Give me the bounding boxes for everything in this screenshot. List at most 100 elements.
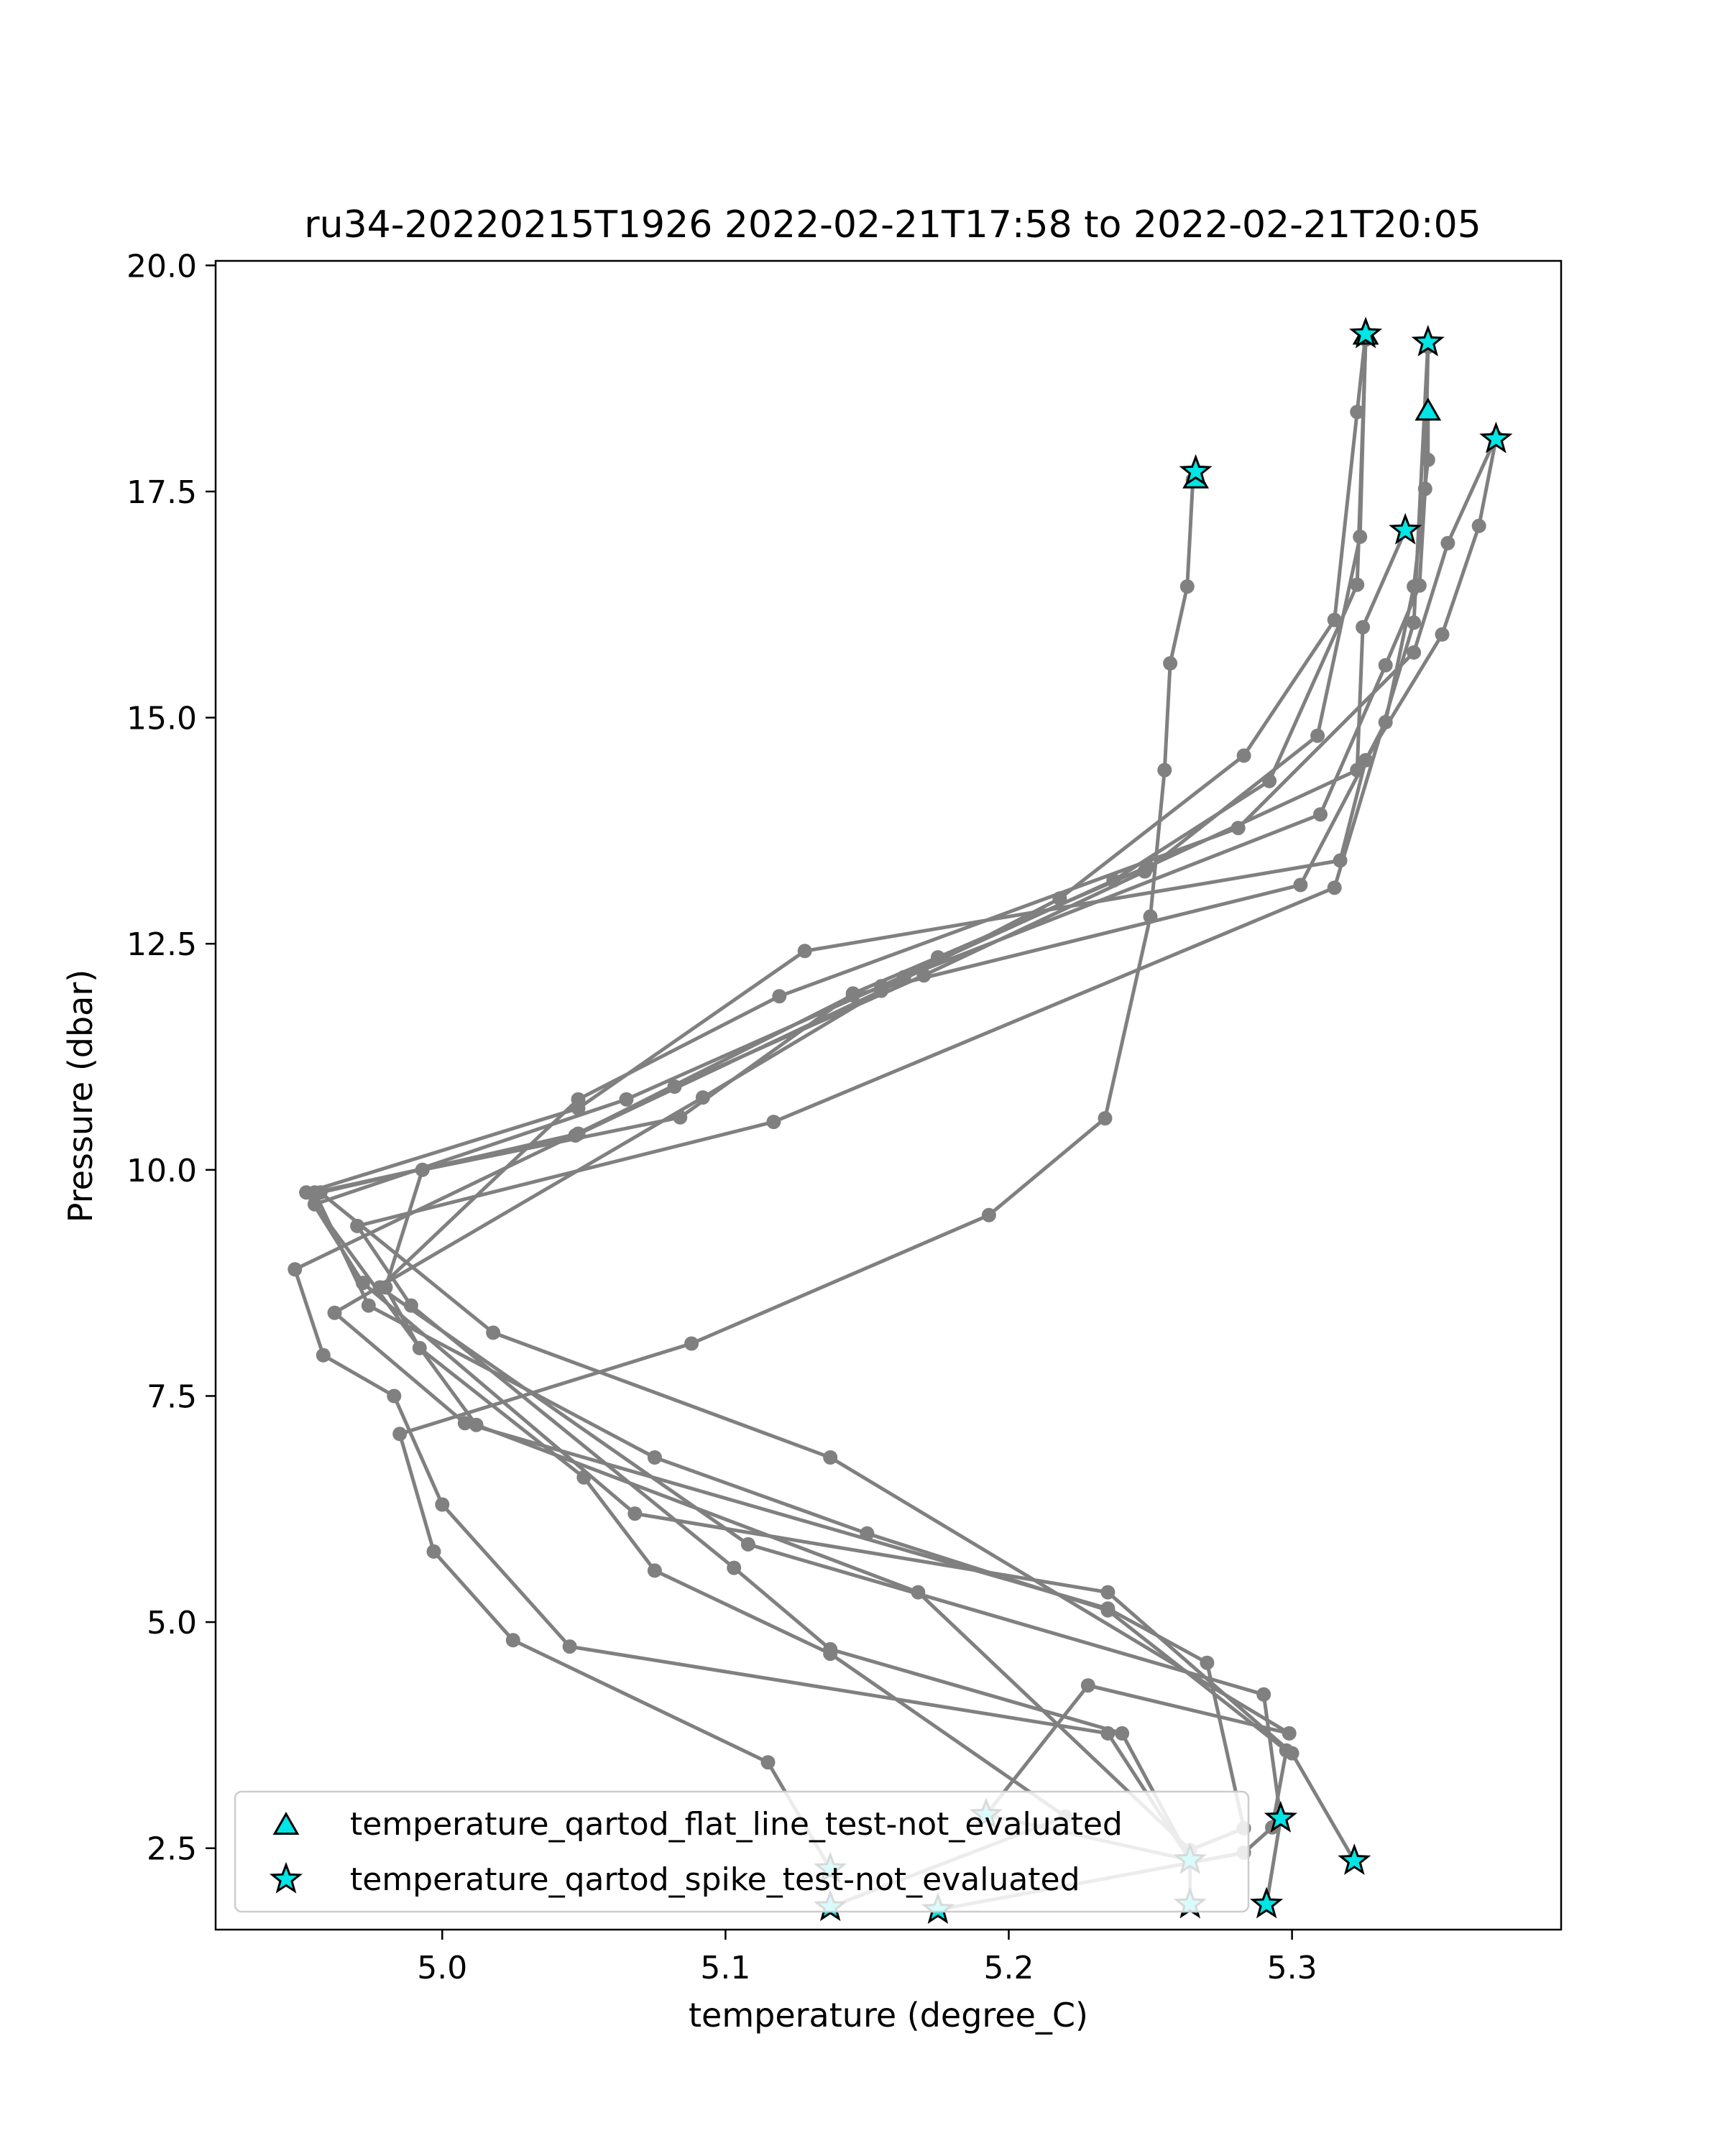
profile-point [355,1276,370,1291]
profile-point [1163,656,1178,671]
profile-point [327,1305,342,1320]
profile-point [647,1563,662,1578]
y-tick-label: 10.0 [126,1153,197,1189]
profile-point [772,989,787,1004]
profile-point [392,1427,408,1442]
profile-point [1115,1726,1130,1741]
spike-flag-marker [1250,1886,1284,1919]
profile-point [469,1417,484,1432]
profile-point [288,1262,303,1277]
profile-point [1080,1678,1095,1693]
profile-point [505,1633,520,1648]
spike-flag-marker [1264,1800,1297,1833]
profile-10 [307,332,1374,1858]
x-axis: 5.0 5.1 5.2 5.3 [417,1930,1317,1986]
profile-point [361,1298,376,1313]
profile-point [647,1450,662,1465]
profile-point [1282,1726,1297,1741]
profile-point [1230,821,1246,836]
profile-point [1098,1111,1113,1126]
profile-point [874,979,889,994]
profile-point [684,1336,699,1351]
profile-point [426,1544,441,1559]
profile-point [981,1207,996,1222]
profile-point [911,1585,926,1600]
profile-point [627,1506,643,1521]
x-axis-label: temperature (degree_C) [689,1996,1088,2035]
y-tick-label: 17.5 [126,474,197,511]
profile-point [1256,1687,1271,1702]
profile-point [695,1090,710,1105]
profile-point [1350,405,1365,420]
y-tick-label: 2.5 [147,1831,197,1868]
profile-point [1356,619,1371,635]
profile-point [1310,728,1325,743]
spike-flag-marker [1179,453,1213,486]
profile-point [1179,579,1195,594]
axes-frame [214,259,1563,1931]
profile-point [760,1755,776,1770]
plot-area [288,316,1513,1924]
profile-point [1407,645,1422,660]
profile-point [1378,658,1393,673]
profile-point [1350,577,1365,592]
profile-point [727,1560,742,1575]
profile-point [1157,763,1172,778]
profile-point [307,1197,322,1212]
y-tick-label: 12.5 [126,926,197,963]
y-tick-label: 7.5 [147,1378,197,1415]
profile-point [1106,873,1121,888]
profile-point [1412,578,1427,593]
profile-point [823,1450,838,1465]
y-tick-label: 15.0 [126,701,197,737]
profile-point [1333,853,1348,868]
profile-point [387,1388,402,1404]
profile-point [316,1348,331,1363]
flat-line-flag-marker [1414,397,1442,421]
legend-triangle-marker [272,1811,300,1835]
profile-point [1100,1585,1116,1600]
profile-point [1200,1655,1215,1670]
legend: temperature_qartod_flat_line_test-not_ev… [234,1790,1250,1913]
spike-flag-marker [1348,316,1383,349]
profile-point [562,1639,577,1654]
profile-point [457,1416,472,1431]
profile-point [1236,748,1251,763]
x-tick-label: 5.1 [700,1950,750,1986]
legend-label-flat-line: temperature_qartod_flat_line_test-not_ev… [350,1806,1123,1843]
spike-flag-marker [1411,325,1445,356]
profile-point [1313,807,1328,822]
y-axis-label: Pressure (dbar) [61,969,100,1222]
profile-point [823,1641,838,1657]
profile-point [1100,1601,1116,1616]
profile-point [571,1126,586,1141]
profile-point [1284,1746,1300,1761]
profile-point [299,1185,314,1200]
legend-label-spike: temperature_qartod_spike_test-not_evalua… [350,1861,1080,1898]
profile-point [766,1115,781,1130]
spike-flag-marker [1389,512,1422,545]
profile-line [355,342,1430,1861]
profile-point [1435,627,1450,642]
legend-star-marker [269,1861,303,1894]
profile-point [1407,615,1422,630]
x-tick-label: 5.0 [417,1950,467,1986]
legend-box [234,1790,1250,1913]
y-tick-label: 5.0 [147,1605,197,1641]
profile-point [1471,518,1486,533]
profile-point [1327,880,1342,895]
profile-point [350,1218,365,1233]
profile-point [1358,752,1374,768]
profile-point [619,1092,634,1107]
profile-6 [350,335,1435,1868]
profile-point [403,1298,418,1313]
profile-point [1440,535,1455,550]
profile-point [797,944,812,959]
profile-point [571,1092,586,1107]
profile-point [740,1537,755,1552]
legend-markers [269,1811,303,1894]
profile-point [1137,864,1152,879]
chart-title: ru34-20220215T1926 2022-02-21T17:58 to 2… [304,203,1481,247]
profile-point [435,1497,450,1512]
